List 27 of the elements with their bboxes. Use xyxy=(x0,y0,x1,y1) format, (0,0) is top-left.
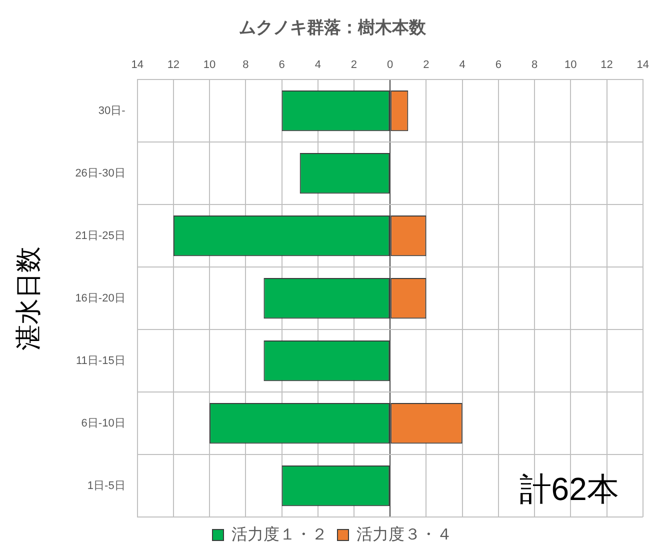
y-tick-label: 11日-15日 xyxy=(76,354,126,367)
chart-title: ムクノキ群落：樹木本数 xyxy=(239,18,427,37)
y-axis-title: 湛水日数 xyxy=(12,246,43,350)
x-tick-label: 4 xyxy=(314,59,321,72)
legend-label: 活力度１・２ xyxy=(232,525,328,544)
x-tick-label: 2 xyxy=(423,59,430,72)
legend-label: 活力度３・４ xyxy=(356,525,452,544)
y-tick-label: 6日-10日 xyxy=(81,417,126,430)
y-tick-label: 16日-20日 xyxy=(75,292,126,304)
y-tick-label: 21日-25日 xyxy=(75,230,126,242)
x-tick-label: 8 xyxy=(531,59,538,72)
x-tick-label: 0 xyxy=(387,59,394,72)
x-tick-label: 6 xyxy=(278,59,285,72)
annotation: 計62本 xyxy=(519,470,619,507)
x-tick-label: 2 xyxy=(350,59,358,72)
y-tick-label: 26日-30日 xyxy=(75,167,126,180)
x-tick-label: 14 xyxy=(636,59,650,72)
x-tick-label: 12 xyxy=(600,59,613,72)
x-tick-label: 6 xyxy=(495,59,502,72)
y-tick-label: 30日- xyxy=(98,104,126,117)
x-tick-label: 4 xyxy=(459,59,466,72)
x-tick-label: 10 xyxy=(564,59,577,72)
x-tick-label: 8 xyxy=(242,59,249,72)
y-tick-label: 1日-5日 xyxy=(87,480,126,492)
x-tick-label: 12 xyxy=(167,59,180,72)
x-tick-label: 10 xyxy=(203,59,216,72)
x-tick-label: 14 xyxy=(131,59,144,72)
